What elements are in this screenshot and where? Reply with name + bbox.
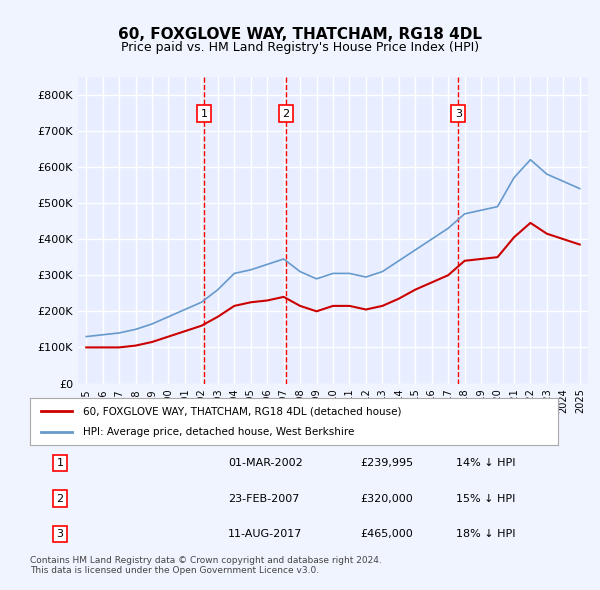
Text: 2: 2	[56, 494, 64, 503]
Text: 14% ↓ HPI: 14% ↓ HPI	[456, 458, 515, 468]
Text: 60, FOXGLOVE WAY, THATCHAM, RG18 4DL: 60, FOXGLOVE WAY, THATCHAM, RG18 4DL	[118, 27, 482, 41]
Text: 11-AUG-2017: 11-AUG-2017	[228, 529, 302, 539]
Text: 18% ↓ HPI: 18% ↓ HPI	[456, 529, 515, 539]
Text: 15% ↓ HPI: 15% ↓ HPI	[456, 494, 515, 503]
Text: Contains HM Land Registry data © Crown copyright and database right 2024.
This d: Contains HM Land Registry data © Crown c…	[30, 556, 382, 575]
Text: 1: 1	[56, 458, 64, 468]
Text: Price paid vs. HM Land Registry's House Price Index (HPI): Price paid vs. HM Land Registry's House …	[121, 41, 479, 54]
Text: 3: 3	[56, 529, 64, 539]
Text: 01-MAR-2002: 01-MAR-2002	[228, 458, 303, 468]
Text: 23-FEB-2007: 23-FEB-2007	[228, 494, 299, 503]
Text: 2: 2	[283, 109, 290, 119]
Text: £239,995: £239,995	[360, 458, 413, 468]
Text: £465,000: £465,000	[360, 529, 413, 539]
Text: £320,000: £320,000	[360, 494, 413, 503]
Text: 1: 1	[200, 109, 208, 119]
Text: 60, FOXGLOVE WAY, THATCHAM, RG18 4DL (detached house): 60, FOXGLOVE WAY, THATCHAM, RG18 4DL (de…	[83, 407, 401, 417]
Text: HPI: Average price, detached house, West Berkshire: HPI: Average price, detached house, West…	[83, 427, 354, 437]
Text: 3: 3	[455, 109, 461, 119]
